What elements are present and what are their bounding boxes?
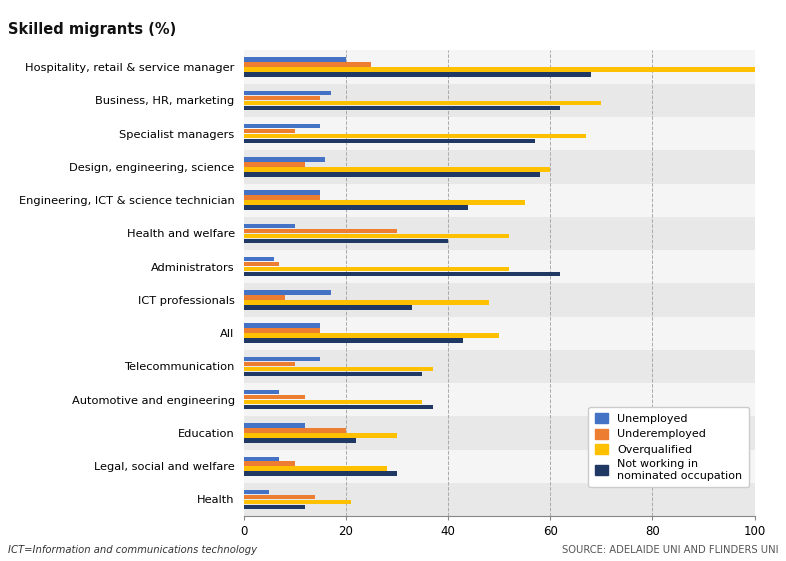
Bar <box>244 490 269 494</box>
Bar <box>244 328 321 333</box>
Bar <box>244 91 330 95</box>
Bar <box>244 305 413 310</box>
Bar <box>244 383 755 416</box>
Bar <box>244 129 295 134</box>
Bar <box>244 224 295 228</box>
Bar <box>244 267 509 272</box>
Bar <box>244 72 591 77</box>
Bar <box>244 157 325 162</box>
Bar <box>244 449 755 483</box>
Bar <box>244 290 330 295</box>
Bar <box>244 50 755 84</box>
Bar <box>244 205 468 210</box>
Bar <box>244 134 586 139</box>
Bar <box>244 84 755 117</box>
Bar <box>244 390 280 394</box>
Text: Skilled migrants (%): Skilled migrants (%) <box>8 22 176 38</box>
Bar <box>244 150 755 183</box>
Bar <box>244 167 550 172</box>
Bar <box>244 405 432 410</box>
Bar <box>244 500 351 504</box>
Bar <box>244 190 321 195</box>
Bar <box>244 483 755 516</box>
Bar <box>244 300 489 305</box>
Legend: Unemployed, Underemployed, Overqualified, Not working in
nominated occupation: Unemployed, Underemployed, Overqualified… <box>589 407 749 488</box>
Bar <box>244 338 464 343</box>
Bar <box>244 400 423 404</box>
Bar <box>244 316 755 350</box>
Bar <box>244 295 285 300</box>
Bar <box>244 162 305 167</box>
Bar <box>244 272 560 277</box>
Bar <box>244 462 295 466</box>
Bar <box>244 183 755 217</box>
Bar <box>244 395 305 399</box>
Bar <box>244 428 346 433</box>
Bar <box>244 117 755 150</box>
Text: SOURCE: ADELAIDE UNI AND FLINDERS UNI: SOURCE: ADELAIDE UNI AND FLINDERS UNI <box>562 545 778 555</box>
Bar <box>244 195 321 200</box>
Bar <box>244 333 499 338</box>
Bar <box>244 257 274 261</box>
Bar <box>244 357 321 361</box>
Bar <box>244 100 601 105</box>
Bar <box>244 217 755 250</box>
Bar <box>244 234 509 238</box>
Bar <box>244 372 423 376</box>
Bar <box>244 423 305 427</box>
Bar <box>244 433 397 438</box>
Text: ICT=Information and communications technology: ICT=Information and communications techn… <box>8 545 257 555</box>
Bar <box>244 350 755 383</box>
Bar <box>244 505 305 509</box>
Bar <box>244 495 315 499</box>
Bar <box>244 95 321 100</box>
Bar <box>244 471 397 476</box>
Bar <box>244 105 560 110</box>
Bar <box>244 367 432 371</box>
Bar <box>244 62 372 67</box>
Bar <box>244 283 755 316</box>
Bar <box>244 467 387 471</box>
Bar <box>244 250 755 283</box>
Bar <box>244 139 535 144</box>
Bar <box>244 229 397 233</box>
Bar <box>244 124 321 128</box>
Bar <box>244 57 346 62</box>
Bar <box>244 238 448 243</box>
Bar <box>244 200 525 205</box>
Bar <box>244 416 755 449</box>
Bar <box>244 457 280 461</box>
Bar <box>244 362 295 366</box>
Bar <box>244 438 356 443</box>
Bar <box>244 67 755 72</box>
Bar <box>244 172 540 177</box>
Bar <box>244 324 321 328</box>
Bar <box>244 262 280 266</box>
